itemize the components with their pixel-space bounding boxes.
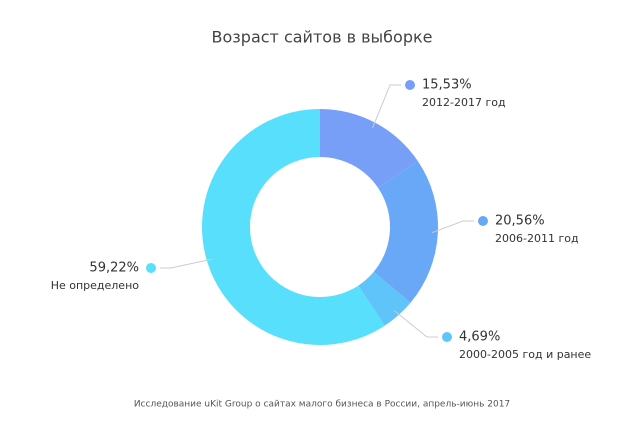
value-label: 15,53% (422, 78, 472, 93)
leader-line (431, 220, 474, 234)
category-label: 2006-2011 год (495, 232, 579, 245)
value-label: 20,56% (495, 214, 545, 229)
legend-dot (478, 216, 488, 226)
legend-dot (405, 80, 415, 90)
leader-line (372, 84, 401, 129)
pie-slice (320, 109, 418, 188)
legend-dot (146, 263, 156, 273)
category-label: 2000-2005 год и ранее (459, 348, 591, 361)
chart-title: Возраст сайтов в выборке (212, 28, 433, 47)
footnote: Исследование uKit Group о сайтах малого … (134, 400, 510, 410)
legend-dot (442, 332, 452, 342)
pie-slice (201, 109, 385, 345)
value-label: 59,22% (89, 261, 139, 276)
pie-slice (358, 271, 411, 326)
value-label: 4,69% (459, 330, 500, 345)
leader-line (160, 258, 213, 269)
category-label: 2012-2017 год (422, 96, 506, 109)
leader-line (394, 310, 438, 338)
category-label: Не определено (51, 279, 140, 292)
pie-slice (373, 160, 438, 303)
